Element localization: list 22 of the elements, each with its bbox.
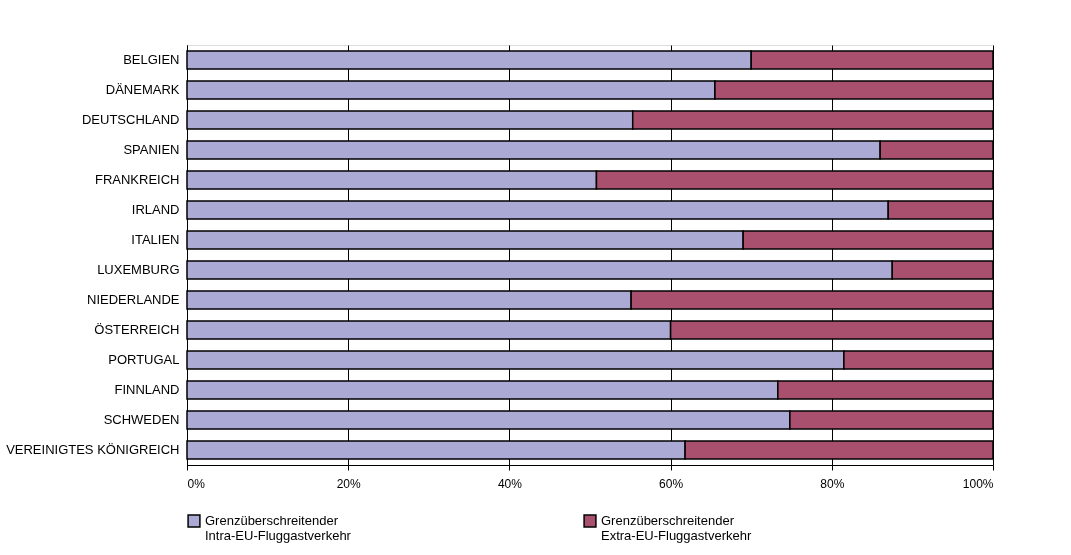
x-tick-label: 40% [497, 476, 523, 491]
legend-label: Grenzüberschreitender Extra-EU-Fluggastverkehr [601, 513, 752, 543]
x-tick-label: 20% [336, 476, 362, 491]
y-tick-label: NIEDERLANDE [87, 292, 180, 307]
y-tick-label: BELGIEN [123, 52, 180, 67]
y-tick-label: ITALIEN [131, 232, 180, 247]
y-tick-label: FINNLAND [114, 382, 180, 397]
x-tick-label: 100% [962, 476, 994, 491]
y-tick-label: DEUTSCHLAND [81, 112, 180, 127]
y-tick-label: SPANIEN [123, 142, 180, 157]
legend-label: Grenzüberschreitender Intra-EU-Fluggastverkehr [205, 513, 352, 543]
y-tick-label: LUXEMBURG [97, 262, 180, 277]
x-tick-label: 80% [820, 476, 845, 491]
y-tick-label: IRLAND [131, 202, 180, 217]
y-tick-label: VEREINIGTES KÖNIGREICH [6, 442, 180, 457]
y-tick-label: FRANKREICH [94, 172, 180, 187]
y-tick-label: DÄNEMARK [105, 82, 180, 97]
x-tick-label: 60% [659, 476, 684, 491]
x-tick-label: 0% [187, 476, 206, 491]
y-tick-label: PORTUGAL [108, 352, 180, 367]
y-tick-label: SCHWEDEN [103, 412, 180, 427]
y-tick-label: ÖSTERREICH [94, 322, 180, 337]
